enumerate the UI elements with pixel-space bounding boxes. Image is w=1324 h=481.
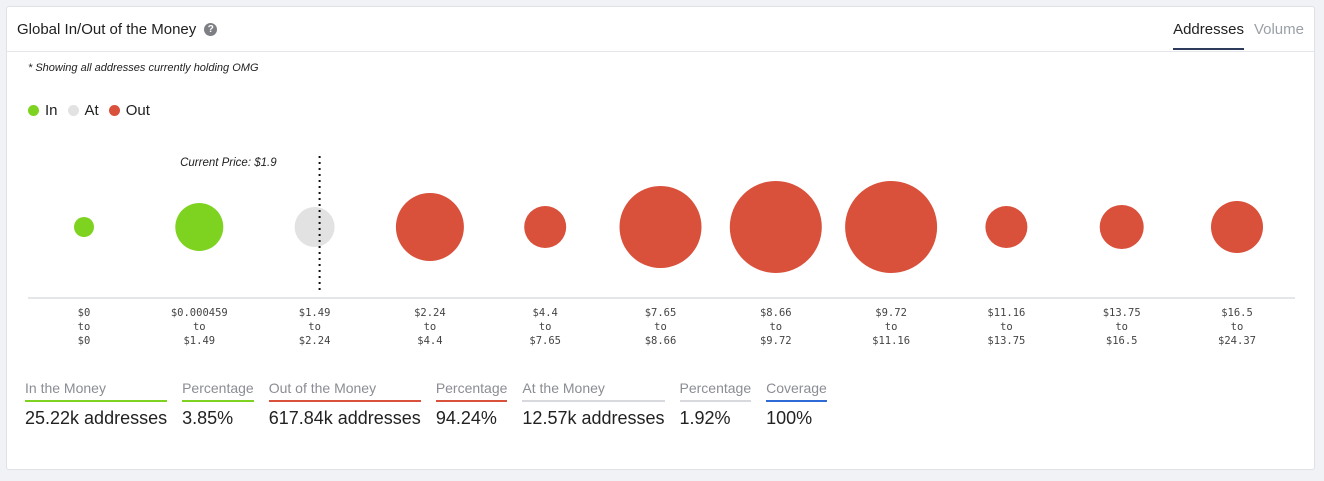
x-tick-label: to bbox=[424, 321, 437, 333]
x-tick-label: $2.24 bbox=[299, 335, 331, 347]
stat-value: 25.22k addresses bbox=[25, 408, 168, 428]
x-tick-label: to bbox=[769, 321, 782, 333]
x-tick-label: $16.5 bbox=[1106, 335, 1138, 347]
x-tick-label: to bbox=[539, 321, 552, 333]
stat-label: In the Money bbox=[25, 380, 168, 402]
legend-dot-icon bbox=[108, 105, 120, 116]
stat-value: 12.57k addresses bbox=[522, 408, 665, 428]
x-tick-label: to bbox=[78, 321, 91, 333]
x-tick-label: $7.65 bbox=[529, 335, 561, 347]
card-title-text: Global In/Out of the Money bbox=[17, 21, 197, 38]
bubble[interactable] bbox=[294, 207, 335, 247]
x-tick-label: $11.16 bbox=[987, 307, 1025, 319]
stat-label: At the Money bbox=[522, 380, 665, 402]
x-tick-label: $0 bbox=[78, 335, 91, 347]
bubble[interactable] bbox=[985, 206, 1028, 248]
tab-volume[interactable]: Volume bbox=[1253, 21, 1304, 38]
stat-label: Percentage bbox=[182, 380, 254, 402]
bubble[interactable] bbox=[729, 181, 822, 273]
x-tick-label: to bbox=[308, 321, 321, 333]
legend-dot-icon bbox=[67, 105, 79, 116]
x-tick-label: $13.75 bbox=[1103, 307, 1141, 319]
x-tick-label: to bbox=[1231, 321, 1244, 333]
x-tick-label: $4.4 bbox=[417, 335, 442, 347]
stat-in-percentage: Percentage 3.85% bbox=[182, 380, 254, 429]
bubble-chart: $0 to $0 $0.000459 to $1.49 $1.49 to $2.24 $2.24 t… bbox=[28, 156, 1295, 347]
x-tick-label: $7.65 bbox=[645, 307, 677, 319]
holding-note: * Showing all addresses currently holdin… bbox=[28, 62, 259, 74]
x-tick-label: to bbox=[193, 321, 206, 333]
header-divider bbox=[7, 51, 1314, 52]
legend-label-out: Out bbox=[125, 102, 150, 119]
bubble[interactable] bbox=[1211, 201, 1263, 253]
x-tick-label: $1.49 bbox=[183, 335, 215, 347]
stat-at-percentage: Percentage 1.92% bbox=[679, 380, 752, 429]
x-tick-label: $13.75 bbox=[987, 335, 1025, 347]
tab-addresses[interactable]: Addresses bbox=[1173, 21, 1244, 50]
x-tick-label: to bbox=[885, 321, 898, 333]
stat-at-the-money: At the Money 12.57k addresses bbox=[522, 380, 665, 429]
stat-label: Out of the Money bbox=[268, 380, 421, 402]
summary-stats: In the Money 25.22k addresses Percentage… bbox=[25, 380, 827, 429]
stat-label: Coverage bbox=[766, 380, 827, 402]
stat-label: Percentage bbox=[679, 380, 752, 402]
stat-in-the-money: In the Money 25.22k addresses bbox=[25, 380, 168, 429]
x-tick-label: to bbox=[1000, 321, 1013, 333]
legend-dot-icon bbox=[28, 105, 39, 116]
bubble[interactable] bbox=[395, 193, 464, 261]
x-tick-label: $24.37 bbox=[1218, 335, 1256, 347]
chart-legend: In At Out bbox=[28, 102, 150, 119]
x-tick-label: $9.72 bbox=[760, 335, 792, 347]
bubble[interactable] bbox=[175, 203, 224, 251]
stat-value: 1.92% bbox=[679, 408, 731, 428]
stat-value: 617.84k addresses bbox=[268, 408, 421, 428]
bubble[interactable] bbox=[524, 206, 567, 248]
x-tick-label: $2.24 bbox=[414, 307, 446, 319]
x-tick-label: $8.66 bbox=[760, 307, 792, 319]
x-tick-label: to bbox=[654, 321, 667, 333]
legend-item-at[interactable]: At bbox=[67, 102, 99, 119]
legend-item-out[interactable]: Out bbox=[108, 102, 150, 119]
stat-out-percentage: Percentage 94.24% bbox=[435, 380, 508, 429]
question-circle-icon[interactable]: ? bbox=[204, 23, 218, 36]
card-title: Global In/Out of the Money ? bbox=[17, 21, 218, 38]
bubble[interactable] bbox=[1099, 205, 1144, 249]
x-tick-label: $8.66 bbox=[645, 335, 677, 347]
x-tick-label: $0.000459 bbox=[171, 307, 228, 319]
x-tick-label: $9.72 bbox=[875, 307, 907, 319]
stat-value: 100% bbox=[766, 408, 813, 428]
legend-label-at: At bbox=[84, 102, 99, 119]
x-tick-label: $0 bbox=[78, 307, 91, 319]
stat-out-of-the-money: Out of the Money 617.84k addresses bbox=[268, 380, 421, 429]
x-tick-label: $11.16 bbox=[872, 335, 910, 347]
bubble[interactable] bbox=[74, 217, 94, 237]
x-tick-label: $4.4 bbox=[533, 307, 558, 319]
stat-value: 94.24% bbox=[435, 408, 497, 428]
legend-item-in[interactable]: In bbox=[28, 102, 58, 119]
legend-label-in: In bbox=[45, 102, 58, 119]
x-tick-label: to bbox=[1115, 321, 1128, 333]
bubble[interactable] bbox=[845, 181, 938, 273]
stat-label: Percentage bbox=[435, 380, 508, 402]
metric-tabs: Addresses Volume bbox=[1173, 21, 1304, 50]
current-price-label: Current Price: $1.9 bbox=[180, 157, 277, 169]
stat-value: 3.85% bbox=[182, 408, 234, 428]
x-tick-label: $16.5 bbox=[1221, 307, 1253, 319]
bubble[interactable] bbox=[619, 186, 702, 268]
x-tick-label: $1.49 bbox=[299, 307, 331, 319]
stat-coverage: Coverage 100% bbox=[766, 380, 827, 429]
